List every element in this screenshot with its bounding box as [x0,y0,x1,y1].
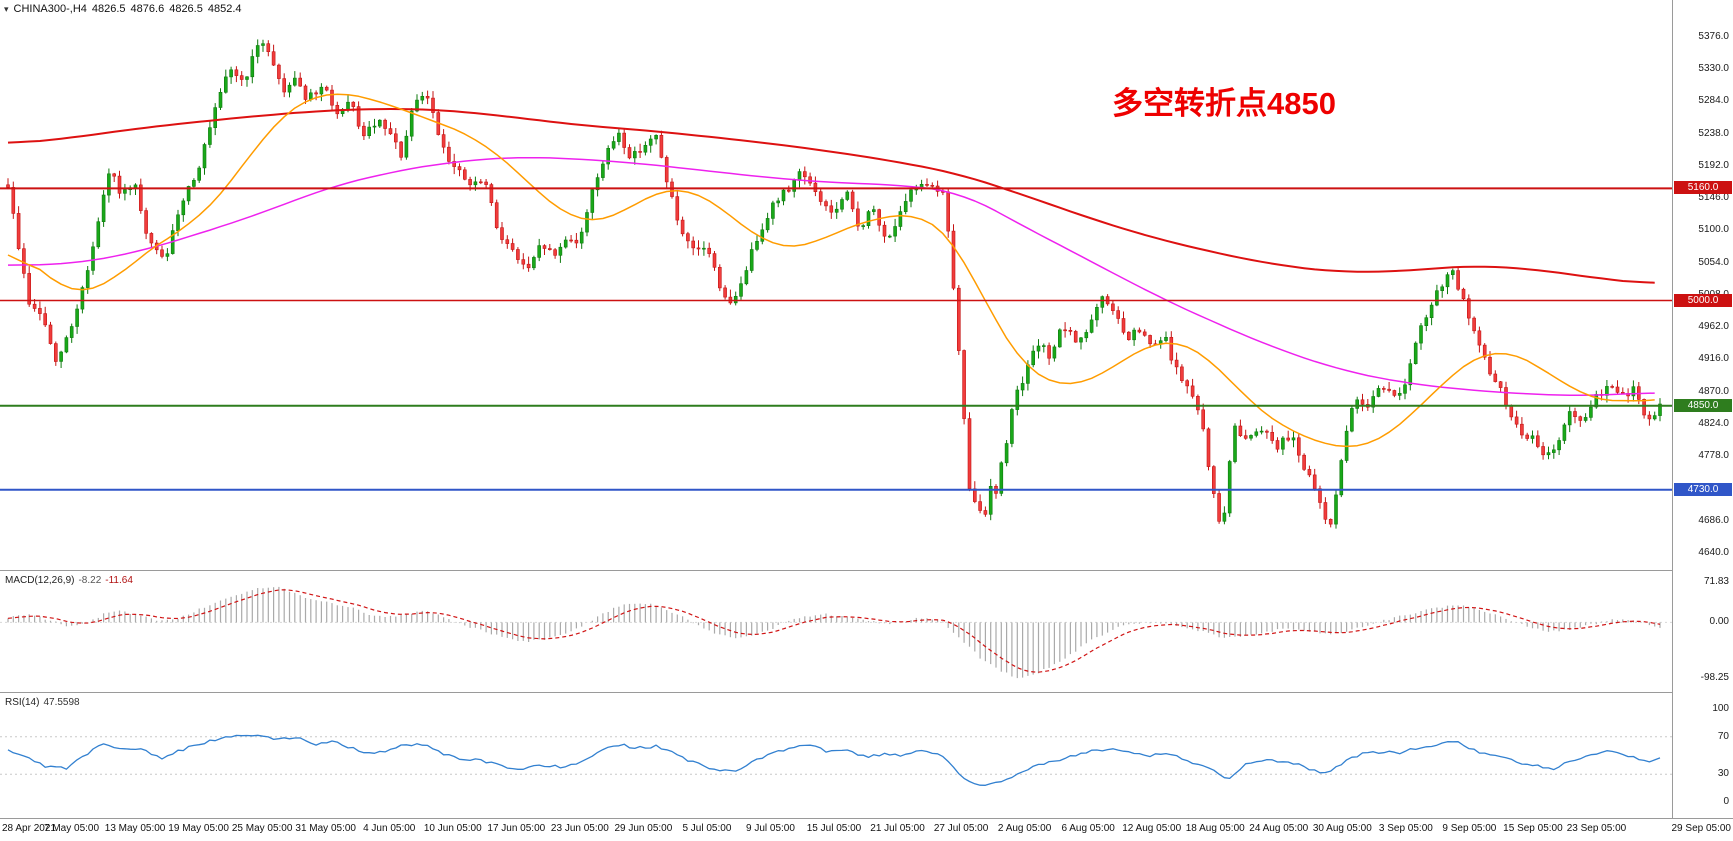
time-axis-label: 23 Jun 05:00 [550,823,609,834]
time-axis-label: 19 May 05:00 [168,823,229,834]
price-tag-5160.0: 5160.0 [1674,181,1732,195]
price-scale-tick: 5376.0 [1698,30,1729,42]
rsi-scale-tick: 70 [1717,730,1729,742]
time-axis-label: 29 Sep 05:00 [1671,823,1732,834]
rsi-line [7,734,1661,786]
time-axis-label: 28 Apr 2021 [2,823,56,834]
panel-separator-macd[interactable] [0,570,1733,571]
price-plot[interactable] [0,0,1672,570]
panel-separator-time [0,818,1733,819]
time-axis-label: 15 Jul 05:00 [806,823,862,834]
price-scale-tick: 4870.0 [1698,385,1729,397]
price-tag-5000.0: 5000.0 [1674,293,1732,307]
price-scale-tick: 5054.0 [1698,256,1729,268]
panel-separator-rsi[interactable] [0,692,1733,693]
symbol-name: CHINA300-,H4 [13,3,87,15]
price-tag-4850.0: 4850.0 [1674,398,1732,412]
macd-panel[interactable]: MACD(12,26,9) -8.22 -11.64 [0,571,1672,692]
price-scale-tick: 5330.0 [1698,63,1729,75]
price-scale-tick: 4686.0 [1698,514,1729,526]
mid-ma-line [7,156,1655,396]
ohlc-low: 4826.5 [169,3,203,15]
macd-main-value: -8.22 [78,575,102,586]
rsi-name: RSI(14) [5,697,40,708]
time-axis-label: 31 May 05:00 [295,823,356,834]
price-scale-tick: 4962.0 [1698,321,1729,333]
macd-label: MACD(12,26,9) -8.22 -11.64 [5,575,133,586]
scale-separator [1672,0,1673,818]
macd-scale-tick: 0.00 [1709,616,1729,628]
time-axis-label: 23 Sep 05:00 [1566,823,1627,834]
symbol-dropdown-icon[interactable]: ▾ [4,4,9,14]
time-axis-label: 29 Jun 05:00 [614,823,673,834]
rsi-scale-tick: 100 [1712,702,1729,714]
rsi-plot[interactable] [0,693,1672,818]
symbol-info: ▾ CHINA300-,H4 4826.5 4876.6 4826.5 4852.4 [4,3,247,15]
rsi-scale-tick: 0 [1723,796,1729,808]
rsi-scale-tick: 30 [1717,768,1729,780]
price-scale-tick: 5100.0 [1698,224,1729,236]
time-axis-label: 17 Jun 05:00 [487,823,546,834]
rsi-value: 47.5598 [43,697,80,708]
macd-signal-line [7,589,1661,673]
time-axis-label: 12 Aug 05:00 [1122,823,1182,834]
time-axis-label: 24 Aug 05:00 [1249,823,1309,834]
price-tag-4730.0: 4730.0 [1674,482,1732,496]
rsi-label: RSI(14) 47.5598 [5,697,80,708]
ohlc-high: 4876.6 [130,3,165,15]
candles [6,39,1662,529]
macd-name: MACD(12,26,9) [5,575,75,586]
macd-histogram [7,586,1661,679]
time-axis-label: 9 Jul 05:00 [745,823,795,834]
time-axis-label: 7 May 05:00 [44,823,100,834]
time-axis-label: 15 Sep 05:00 [1503,823,1563,834]
time-axis-label: 25 May 05:00 [231,823,293,834]
slow-ma-line [7,108,1655,284]
fast-ma-line [7,93,1655,448]
price-scale-tick: 4778.0 [1698,450,1729,462]
time-axis-label: 9 Sep 05:00 [1442,823,1497,834]
time-axis-label: 10 Jun 05:00 [423,823,482,834]
time-axis-label: 4 Jun 05:00 [363,823,416,834]
time-axis[interactable]: 28 Apr 2021 7 May 05:00 13 May 05:00 19 May… [0,819,1733,841]
right-price-scale[interactable]: 5376.0 5330.0 5284.0 5238.0 5192.0 5146.0 5100… [1673,0,1733,818]
rsi-panel[interactable]: RSI(14) 47.5598 [0,693,1672,818]
price-scale-tick: 4640.0 [1698,546,1729,558]
time-axis-label: 13 May 05:00 [104,823,166,834]
time-axis-label: 2 Aug 05:00 [997,823,1052,834]
time-axis-label: 18 Aug 05:00 [1185,823,1245,834]
price-scale-tick: 5146.0 [1698,192,1729,204]
time-axis-label: 3 Sep 05:00 [1378,823,1433,834]
macd-scale-tick: 71.83 [1703,575,1729,587]
price-scale-tick: 4824.0 [1698,417,1729,429]
price-scale-tick: 5284.0 [1698,95,1729,107]
macd-signal-value: -11.64 [105,575,133,586]
macd-plot[interactable] [0,571,1672,692]
price-scale-tick: 4916.0 [1698,353,1729,365]
ohlc-open: 4826.5 [91,3,126,15]
time-axis-label: 6 Aug 05:00 [1061,823,1115,834]
time-axis-label: 5 Jul 05:00 [682,823,732,834]
price-scale-tick: 5192.0 [1698,159,1729,171]
time-axis-label: 27 Jul 05:00 [933,823,989,834]
chart-annotation-text[interactable]: 多空转折点4850 [1112,86,1336,121]
ohlc-close: 4852.4 [207,3,242,15]
price-scale-tick: 5238.0 [1698,127,1729,139]
price-panel[interactable]: ▾ CHINA300-,H4 4826.5 4876.6 4826.5 4852.4 多空… [0,0,1672,570]
time-axis-label: 21 Jul 05:00 [870,823,925,834]
time-axis-label: 30 Aug 05:00 [1312,823,1372,834]
macd-scale-tick: -98.25 [1700,672,1729,684]
